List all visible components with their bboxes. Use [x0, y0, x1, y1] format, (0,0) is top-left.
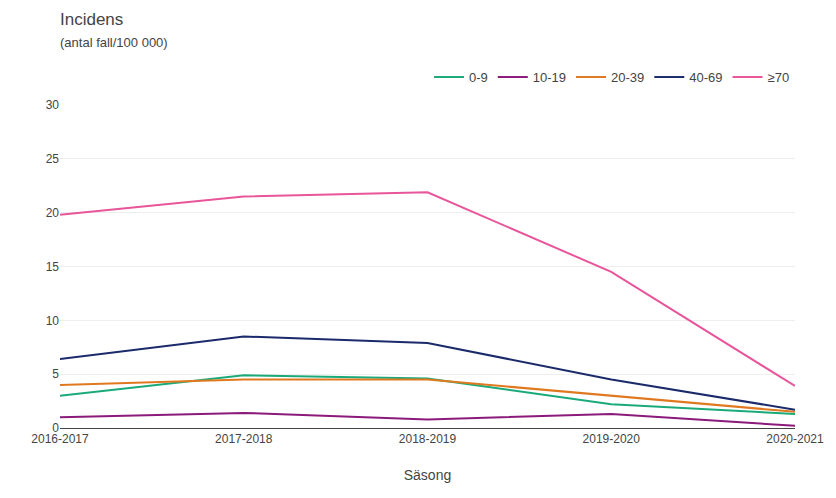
svg-text:0-9: 0-9: [469, 70, 488, 85]
svg-text:5: 5: [52, 367, 59, 381]
svg-text:2019-2020: 2019-2020: [583, 432, 641, 446]
svg-text:10-19: 10-19: [533, 70, 566, 85]
svg-text:15: 15: [46, 260, 60, 274]
svg-text:40-69: 40-69: [689, 70, 722, 85]
svg-text:Säsong: Säsong: [404, 467, 451, 483]
svg-text:0: 0: [52, 421, 59, 435]
svg-text:2016-2017: 2016-2017: [31, 432, 89, 446]
svg-text:20-39: 20-39: [611, 70, 644, 85]
svg-text:2017-2018: 2017-2018: [215, 432, 273, 446]
svg-text:30: 30: [46, 98, 60, 112]
svg-text:2020-2021: 2020-2021: [766, 432, 824, 446]
svg-text:20: 20: [46, 206, 60, 220]
svg-text:25: 25: [46, 152, 60, 166]
svg-text:10: 10: [46, 314, 60, 328]
svg-text:2018-2019: 2018-2019: [399, 432, 457, 446]
svg-text:Incidens(antal fall/100 000): Incidens(antal fall/100 000): [60, 10, 168, 50]
svg-text:≥70: ≥70: [768, 70, 790, 85]
